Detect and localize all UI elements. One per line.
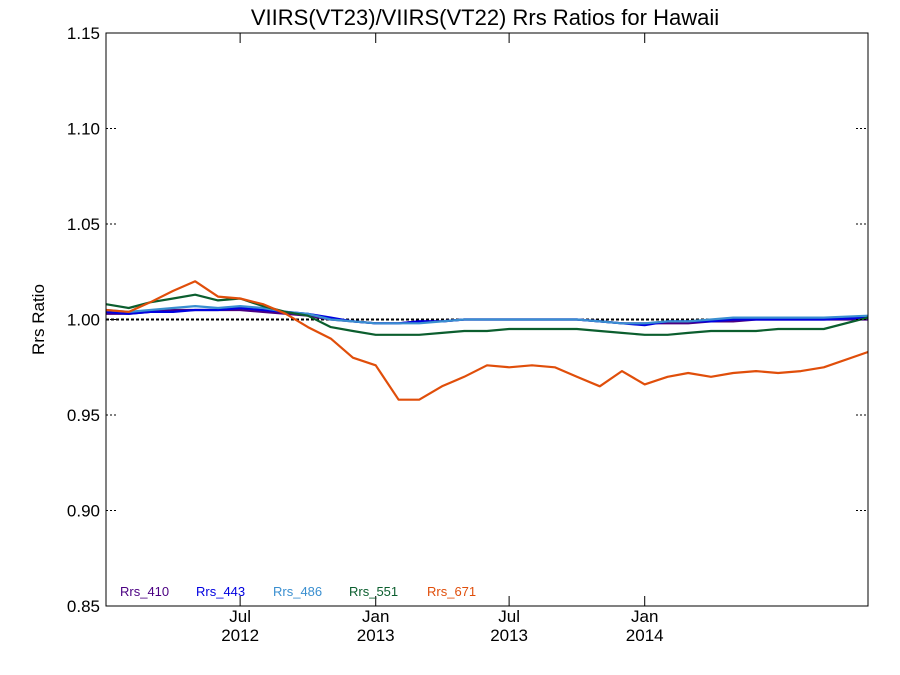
- legend-entry: Rrs_443: [196, 584, 245, 599]
- y-tick-label: 0.85: [67, 597, 100, 616]
- series-line-rrs-551: [105, 293, 869, 336]
- x-tick-label-year: 2014: [626, 626, 664, 645]
- legend-entry: Rrs_551: [349, 584, 398, 599]
- y-axis: 0.85 0.90 0.95 1.00 1.05 1.10 1.15: [67, 24, 868, 616]
- series-line-rrs-671: [105, 280, 869, 401]
- y-tick-label: 1.05: [67, 215, 100, 234]
- x-tick-label-year: 2013: [357, 626, 395, 645]
- x-tick-label-year: 2013: [490, 626, 528, 645]
- x-tick-label-month: Jan: [362, 607, 389, 626]
- y-tick-label: 1.10: [67, 120, 100, 139]
- x-tick-label-month: Jul: [498, 607, 520, 626]
- chart-title: VIIRS(VT23)/VIIRS(VT22) Rrs Ratios for H…: [251, 5, 719, 30]
- y-tick-label: 1.00: [67, 311, 100, 330]
- y-tick-label: 1.15: [67, 24, 100, 43]
- legend-entry: Rrs_671: [427, 584, 476, 599]
- legend: Rrs_410 Rrs_443 Rrs_486 Rrs_551 Rrs_671: [120, 584, 476, 599]
- legend-entry: Rrs_410: [120, 584, 169, 599]
- series-line-rrs-486: [105, 305, 869, 325]
- x-tick-label-month: Jan: [631, 607, 658, 626]
- y-axis-label: Rrs Ratio: [29, 284, 48, 355]
- x-tick-label-month: Jul: [229, 607, 251, 626]
- x-tick-label-year: 2012: [221, 626, 259, 645]
- y-tick-label: 0.90: [67, 502, 100, 521]
- plot-area: [105, 280, 869, 401]
- legend-entry: Rrs_486: [273, 584, 322, 599]
- y-tick-label: 0.95: [67, 406, 100, 425]
